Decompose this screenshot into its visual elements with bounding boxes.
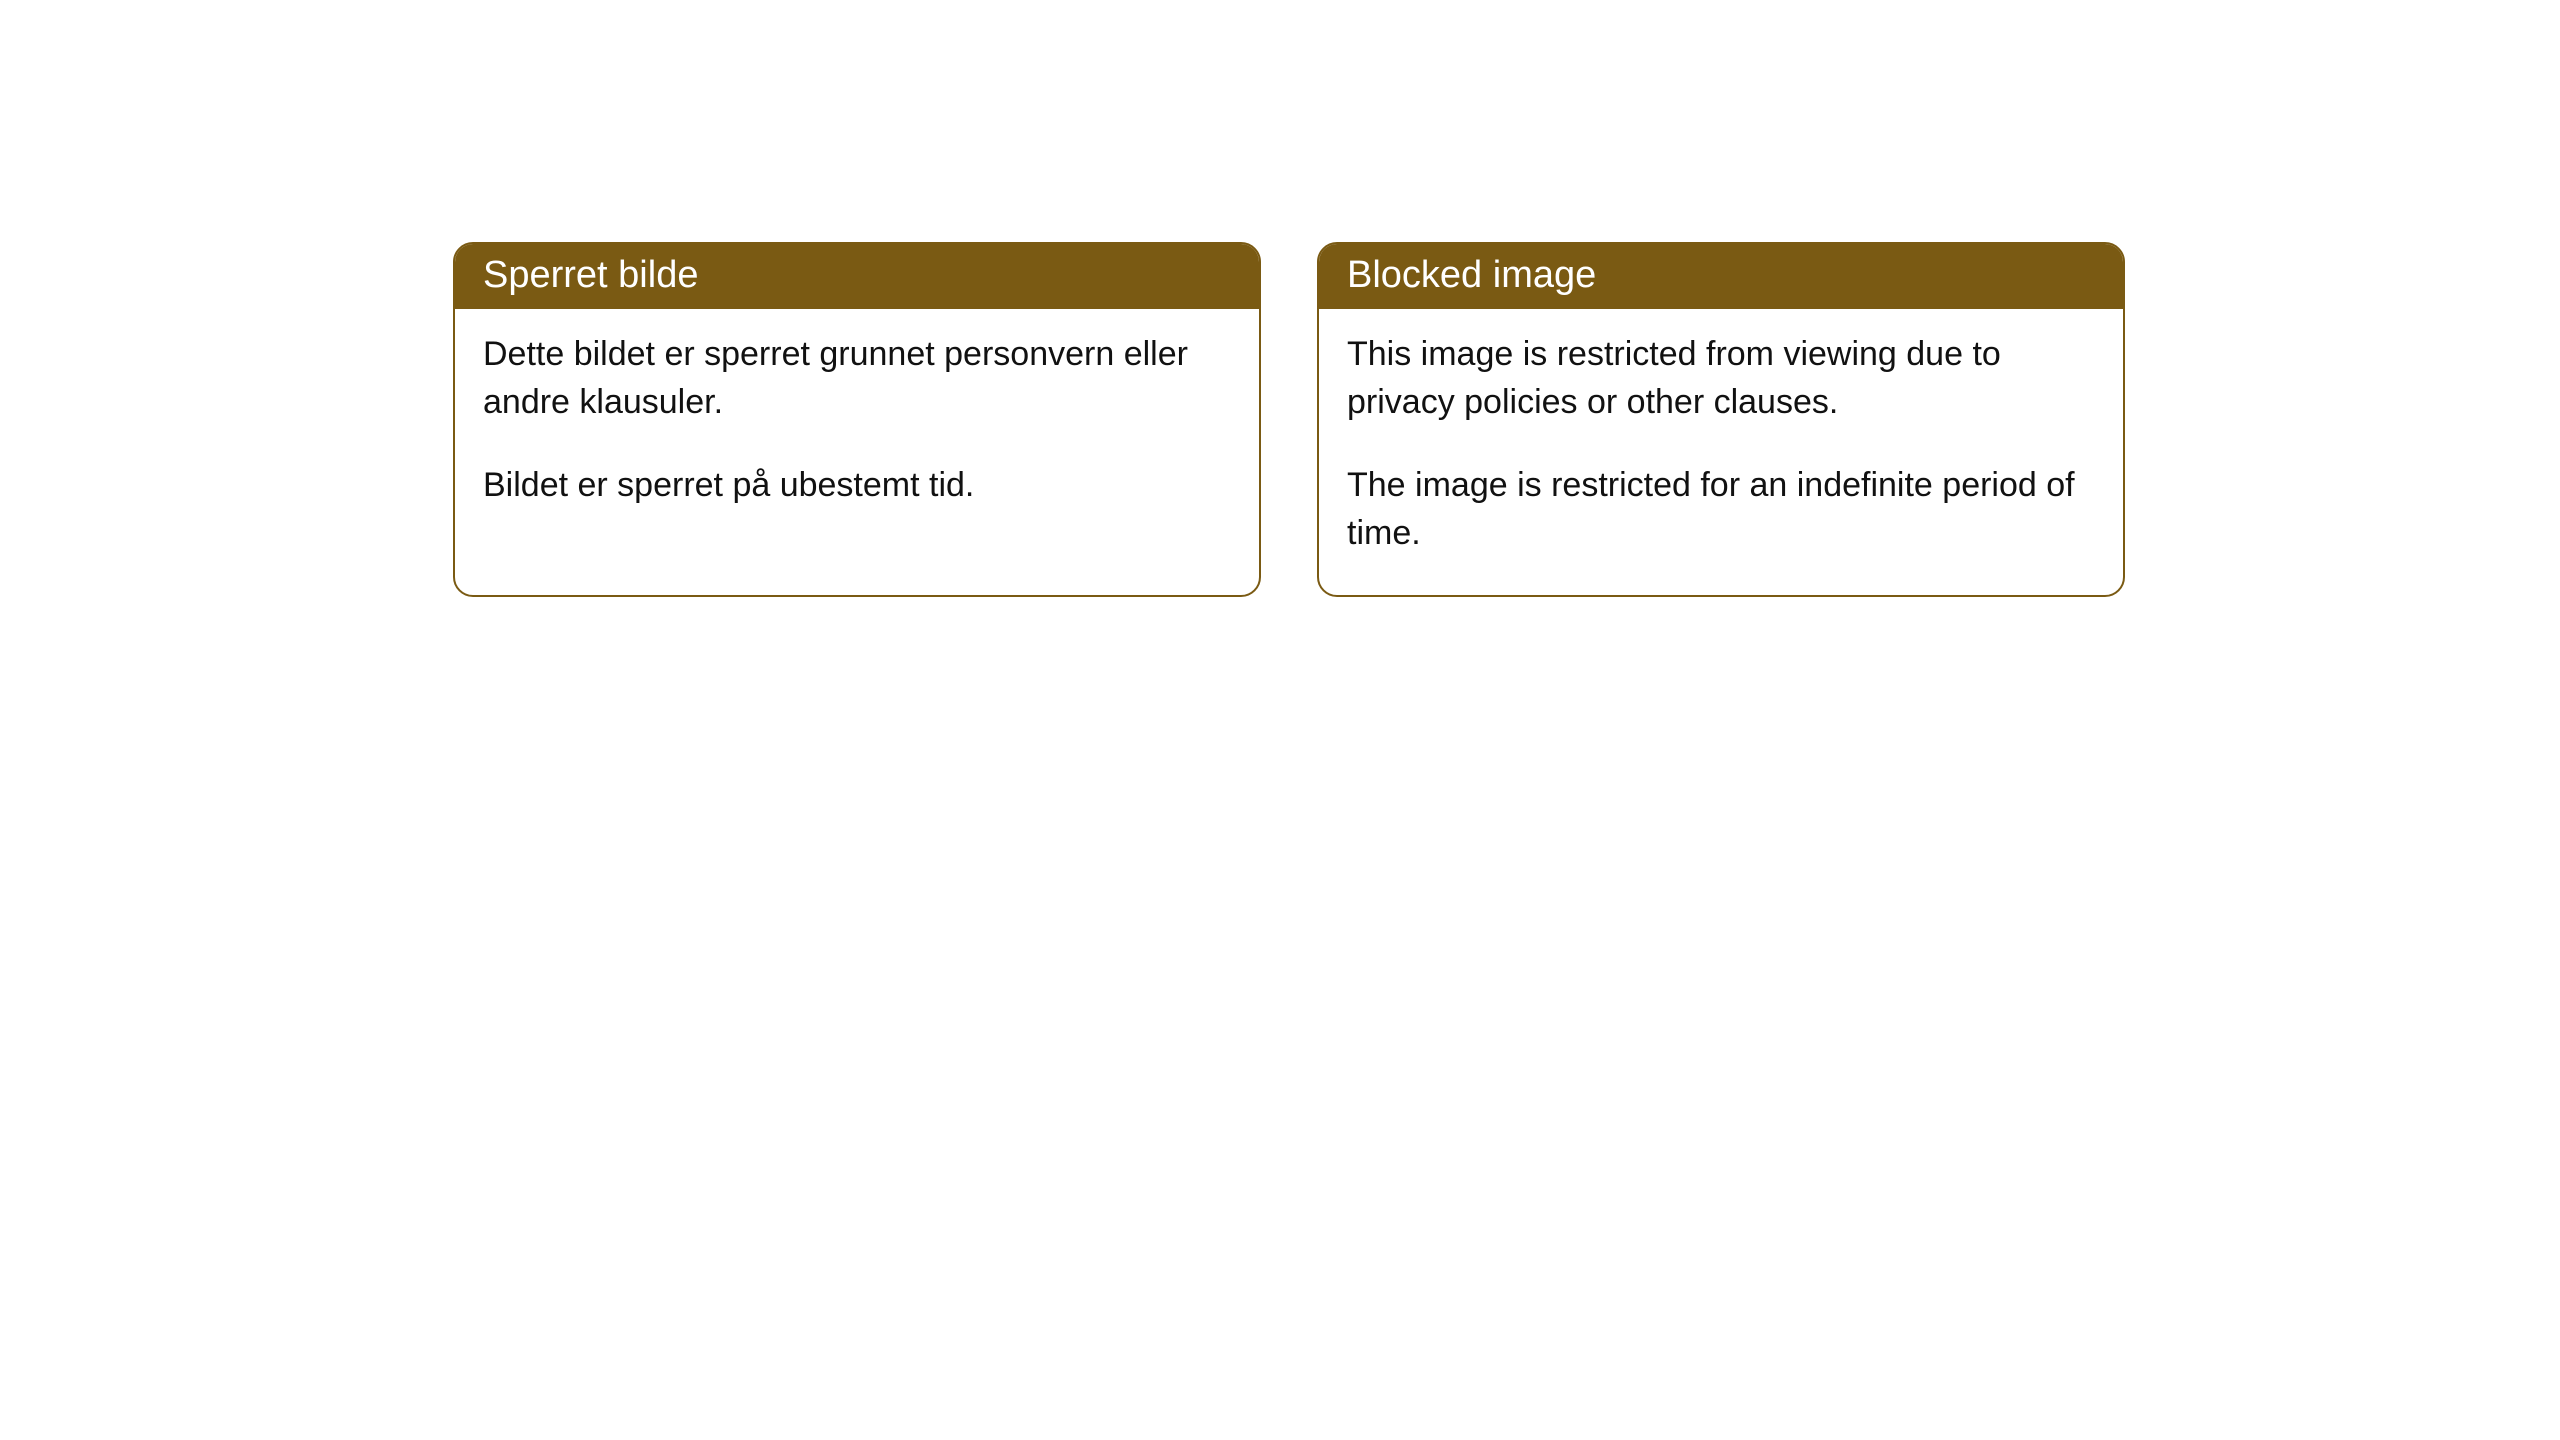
notice-paragraph-1-english: This image is restricted from viewing du…: [1347, 331, 2095, 426]
notice-paragraph-2-english: The image is restricted for an indefinit…: [1347, 462, 2095, 557]
notice-paragraph-2-norwegian: Bildet er sperret på ubestemt tid.: [483, 462, 1231, 510]
notice-body-english: This image is restricted from viewing du…: [1319, 309, 2123, 595]
notice-header-english: Blocked image: [1319, 244, 2123, 309]
notice-header-norwegian: Sperret bilde: [455, 244, 1259, 309]
notice-container: Sperret bilde Dette bildet er sperret gr…: [453, 242, 2125, 597]
notice-body-norwegian: Dette bildet er sperret grunnet personve…: [455, 309, 1259, 548]
notice-paragraph-1-norwegian: Dette bildet er sperret grunnet personve…: [483, 331, 1231, 426]
notice-card-english: Blocked image This image is restricted f…: [1317, 242, 2125, 597]
notice-card-norwegian: Sperret bilde Dette bildet er sperret gr…: [453, 242, 1261, 597]
